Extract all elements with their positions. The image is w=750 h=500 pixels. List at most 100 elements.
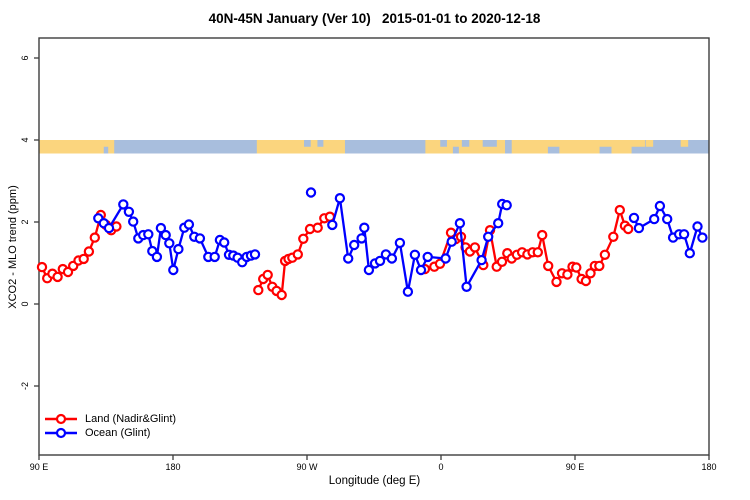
land-series-point <box>608 231 619 242</box>
x-tick-label: 90 E <box>30 462 49 472</box>
land-series-point <box>496 256 508 267</box>
ocean-series-point <box>476 254 487 266</box>
ocean-series-point <box>697 232 708 243</box>
ocean-series-point <box>692 221 703 232</box>
ocean-series-point <box>155 222 167 234</box>
land-series-point <box>571 262 582 273</box>
x-tick-label: 90 W <box>296 462 318 472</box>
y-tick-label: -2 <box>20 382 30 390</box>
ocean-series-point <box>662 213 673 225</box>
ocean-series-point <box>127 216 139 227</box>
ocean-series-point <box>305 187 317 198</box>
land-series-point <box>532 247 544 258</box>
ocean-series-point <box>168 264 179 276</box>
map-strip-ocean-segment <box>452 146 459 154</box>
ocean-series-point <box>628 212 640 224</box>
land-series-point <box>292 249 303 260</box>
ocean-legend-marker <box>44 427 78 439</box>
land-series-point <box>537 229 548 241</box>
ocean-series-point <box>501 199 512 211</box>
ocean-series-point <box>415 264 427 276</box>
land-series-point <box>623 223 634 235</box>
x-tick-label: 90 E <box>566 462 585 472</box>
land-series-point <box>614 204 626 216</box>
ocean-series-point <box>422 251 433 263</box>
chart-title: 40N-45N January (Ver 10) 2015-01-01 to 2… <box>208 11 541 26</box>
map-strip-ocean-segment <box>547 146 560 154</box>
ocean-series-point <box>218 237 230 248</box>
land-series-point <box>52 271 63 283</box>
land-series-point <box>562 269 573 280</box>
ocean-series-line <box>632 204 704 255</box>
ocean-series-point <box>343 253 354 264</box>
plot-frame <box>38 37 710 456</box>
ocean-series-point <box>160 229 171 241</box>
map-strip-ocean-segment <box>344 140 426 154</box>
land-series-point <box>83 246 95 257</box>
land-series-point <box>599 249 611 260</box>
map-strip-ocean-segment <box>103 146 109 154</box>
legend-entry-ocean: Ocean (Glint) <box>44 426 176 440</box>
ocean-series-point <box>440 253 451 264</box>
ocean-series-point <box>446 236 457 247</box>
ocean-series-point <box>123 206 135 217</box>
land-series-point <box>543 260 554 272</box>
legend: Land (Nadir&Glint) Ocean (Glint) <box>44 412 176 440</box>
map-strip-land-patch <box>645 140 654 147</box>
ocean-series-point <box>173 243 184 255</box>
y-tick-label: 4 <box>20 137 30 142</box>
map-strip-ocean-segment <box>304 140 311 147</box>
land-series-point <box>36 261 48 273</box>
ocean-series-point <box>151 251 163 263</box>
ocean-series-point <box>454 217 466 229</box>
map-strip-ocean-segment <box>599 146 612 154</box>
land-series-point <box>253 284 264 296</box>
land-legend-glyph <box>45 413 77 425</box>
y-tick-label: 2 <box>20 219 30 224</box>
land-series-point <box>89 232 101 243</box>
ocean-series-point <box>678 229 690 240</box>
map-strip-ocean-segment <box>631 146 645 154</box>
map-strip-ocean-segment <box>482 140 497 147</box>
ocean-series-point <box>483 231 494 242</box>
ocean-series-point <box>394 237 406 249</box>
ocean-series-point <box>649 213 660 225</box>
land-series-point <box>312 222 323 233</box>
ocean-series-point <box>164 238 175 249</box>
land-series-point <box>276 289 287 301</box>
map-strip-ocean-segment <box>644 140 709 154</box>
ocean-series-point <box>143 229 154 240</box>
land-series-point <box>580 275 592 287</box>
x-tick-label: 180 <box>165 462 180 472</box>
land-series-point <box>298 233 309 244</box>
ocean-series-point <box>209 251 220 263</box>
ocean-series-point <box>327 219 338 231</box>
x-tick-label: 180 <box>701 462 716 472</box>
map-strip-ocean-segment <box>505 140 512 154</box>
ocean-series-point <box>633 222 645 234</box>
map-strip-ocean-segment <box>440 140 447 147</box>
ocean-series-point <box>118 199 129 210</box>
ocean-series-point <box>409 249 421 260</box>
y-tick-label: 0 <box>20 301 30 306</box>
land-legend-marker <box>44 413 78 425</box>
ocean-series-point <box>386 253 398 264</box>
ocean-series-point <box>194 233 206 244</box>
map-strip-ocean-segment <box>461 140 470 147</box>
map-strip-ocean-segment <box>317 140 324 147</box>
ocean-series-point <box>493 217 504 229</box>
ocean-series-point <box>684 247 696 259</box>
map-strip-ocean-segment <box>114 140 257 154</box>
ocean-series-point <box>654 200 666 212</box>
map-strip-land-patch <box>680 140 689 147</box>
land-series-point <box>551 276 562 288</box>
land-series-point <box>262 269 273 281</box>
ocean-series-point <box>249 249 261 260</box>
ocean-legend-label: Ocean (Glint) <box>85 427 151 439</box>
ocean-series-point <box>359 222 370 233</box>
ocean-series-point <box>461 281 472 292</box>
land-legend-label: Land (Nadir&Glint) <box>85 413 177 425</box>
ocean-series-point <box>374 255 386 267</box>
